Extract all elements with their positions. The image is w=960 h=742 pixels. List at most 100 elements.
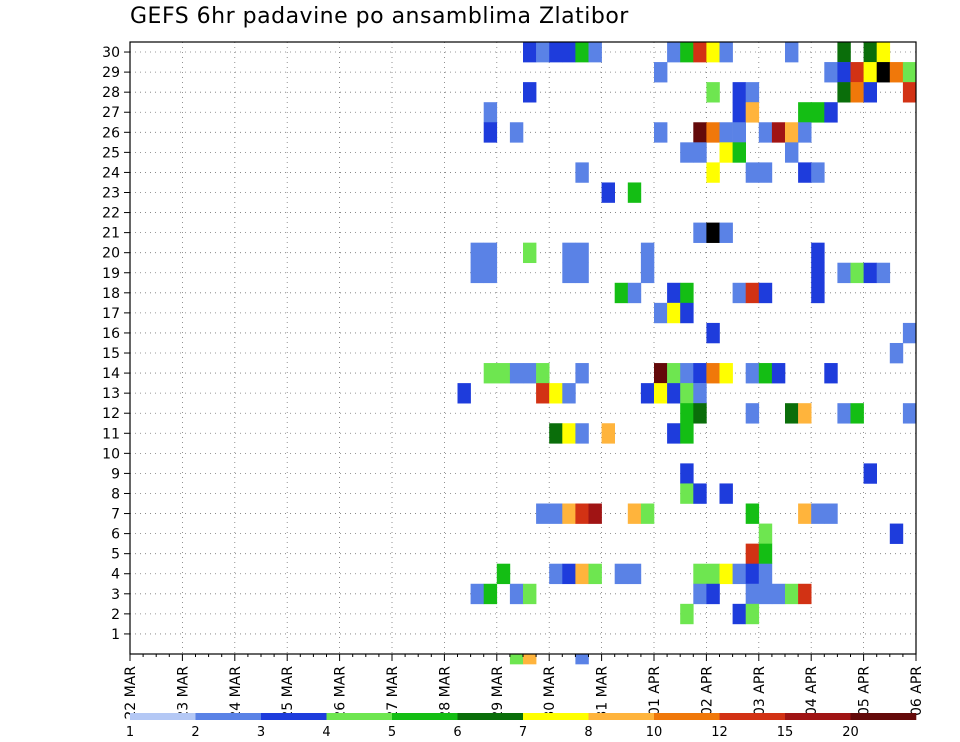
heatmap-cell bbox=[667, 302, 681, 324]
heatmap-cell bbox=[470, 583, 484, 605]
heatmap-cell bbox=[745, 503, 760, 524]
colorbar-label: 7 bbox=[519, 725, 527, 740]
heatmap-cell bbox=[483, 122, 498, 143]
heatmap-cell bbox=[693, 222, 707, 243]
heatmap-cell bbox=[785, 583, 799, 605]
heatmap-cell bbox=[745, 363, 760, 384]
heatmap-cell bbox=[667, 42, 681, 63]
colorbar-segment bbox=[261, 713, 327, 720]
colorbar-label: 6 bbox=[453, 725, 461, 740]
colorbar-segment bbox=[457, 713, 524, 720]
heatmap-cell bbox=[680, 282, 694, 304]
y-tick-label: 30 bbox=[102, 45, 120, 61]
heatmap-cell bbox=[863, 42, 877, 63]
y-axis-ticks: 1234567891011121314151617181920212223242… bbox=[102, 45, 130, 643]
heatmap-cell bbox=[785, 122, 799, 143]
heatmap-cell bbox=[536, 42, 550, 63]
x-tick-label: 22 MAR bbox=[123, 666, 139, 720]
y-tick-label: 16 bbox=[102, 326, 120, 342]
x-tick-label: 05 APR bbox=[857, 666, 873, 716]
heatmap-cell bbox=[902, 82, 917, 103]
heatmap-cell bbox=[680, 302, 694, 324]
heatmap-cell bbox=[693, 142, 707, 163]
heatmap-cell bbox=[601, 182, 615, 203]
heatmap-cell bbox=[536, 383, 550, 404]
heatmap-cell bbox=[470, 242, 484, 264]
heatmap-cell bbox=[680, 603, 694, 625]
heatmap-cell bbox=[902, 322, 917, 344]
x-tick-label: 04 APR bbox=[804, 666, 820, 716]
heatmap-cell bbox=[509, 363, 524, 384]
heatmap-cell bbox=[575, 162, 589, 183]
heatmap-cell bbox=[680, 383, 694, 404]
y-tick-label: 28 bbox=[102, 85, 120, 101]
heatmap-cell bbox=[798, 102, 812, 123]
heatmap-cell bbox=[483, 363, 498, 384]
heatmap-cell bbox=[719, 563, 733, 585]
heatmap-cell bbox=[549, 423, 563, 444]
heatmap-cell bbox=[837, 262, 851, 284]
heatmap-cell bbox=[745, 82, 760, 103]
heatmap-cell bbox=[483, 583, 498, 605]
heatmap-cell bbox=[523, 242, 537, 264]
heatmap-cell bbox=[575, 654, 589, 665]
heatmap-cell bbox=[758, 563, 773, 585]
heatmap-cell bbox=[798, 503, 812, 524]
heatmap-cell bbox=[667, 383, 681, 404]
y-tick-label: 5 bbox=[111, 547, 120, 563]
colorbar-segment bbox=[785, 713, 851, 720]
heatmap-cell bbox=[575, 242, 589, 264]
heatmap-cell bbox=[758, 543, 773, 565]
heatmap-cell bbox=[811, 162, 825, 183]
heatmap-cell bbox=[706, 322, 720, 344]
heatmap-cell bbox=[693, 583, 707, 605]
heatmap-cell bbox=[745, 543, 760, 565]
heatmap-cell bbox=[614, 282, 629, 304]
heatmap-cell bbox=[640, 242, 655, 264]
heatmap-cell bbox=[654, 363, 668, 384]
heatmap-cell bbox=[824, 363, 838, 384]
colorbar-label: 3 bbox=[257, 725, 265, 740]
colorbar-segment bbox=[523, 713, 589, 720]
heatmap-cell bbox=[889, 62, 904, 83]
heatmap-cell bbox=[719, 222, 733, 243]
heatmap-cell bbox=[732, 122, 746, 143]
heatmap-cell bbox=[732, 282, 746, 304]
heatmap-cell bbox=[693, 483, 707, 504]
x-tick-label: 03 APR bbox=[752, 666, 768, 716]
heatmap-cell bbox=[706, 42, 720, 63]
heatmap-cell bbox=[496, 363, 511, 384]
heatmap-cell bbox=[562, 423, 576, 444]
x-tick-label: 25 MAR bbox=[280, 666, 296, 720]
colorbar-segment bbox=[850, 713, 917, 720]
heatmap-cell bbox=[850, 82, 864, 103]
colorbar-label: 15 bbox=[777, 725, 794, 740]
heatmap-cell bbox=[706, 563, 720, 585]
heatmap-cell bbox=[627, 282, 642, 304]
heatmap-cell bbox=[562, 503, 576, 524]
y-tick-label: 2 bbox=[111, 607, 120, 623]
heatmap-cell bbox=[811, 262, 825, 284]
x-tick-label: 27 MAR bbox=[385, 666, 401, 720]
heatmap-cell bbox=[889, 342, 904, 364]
heatmap-cell bbox=[785, 142, 799, 163]
heatmap-cell bbox=[824, 102, 838, 123]
heatmap-cell bbox=[575, 423, 589, 444]
heatmap-cell bbox=[719, 42, 733, 63]
heatmap-cell bbox=[575, 563, 589, 585]
x-tick-label: 26 MAR bbox=[333, 666, 349, 720]
y-tick-label: 9 bbox=[111, 466, 120, 482]
heatmap-cell bbox=[523, 82, 537, 103]
y-tick-label: 1 bbox=[111, 627, 120, 643]
y-tick-label: 7 bbox=[111, 507, 120, 523]
y-tick-label: 4 bbox=[111, 567, 120, 583]
heatmap-cell bbox=[850, 62, 864, 83]
heatmap-cell bbox=[523, 42, 537, 63]
heatmap-cell bbox=[680, 423, 694, 444]
heatmap-cell bbox=[745, 162, 760, 183]
heatmap-cell bbox=[745, 102, 760, 123]
heatmap-cell bbox=[667, 423, 681, 444]
x-tick-label: 23 MAR bbox=[175, 666, 191, 720]
heatmap-cell bbox=[627, 182, 642, 203]
